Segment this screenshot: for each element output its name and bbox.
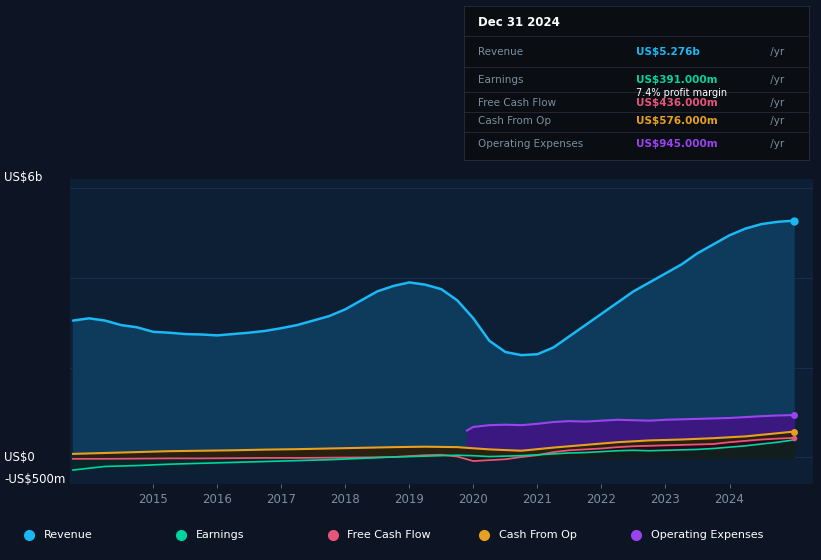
Text: Earnings: Earnings: [195, 530, 244, 540]
Text: US$391.000m: US$391.000m: [636, 74, 718, 85]
Text: Revenue: Revenue: [44, 530, 92, 540]
Text: US$0: US$0: [4, 451, 34, 464]
Text: /yr: /yr: [768, 97, 785, 108]
Text: US$945.000m: US$945.000m: [636, 139, 718, 149]
Text: US$576.000m: US$576.000m: [636, 116, 718, 126]
Text: /yr: /yr: [768, 116, 785, 126]
Text: Free Cash Flow: Free Cash Flow: [478, 97, 556, 108]
Text: Operating Expenses: Operating Expenses: [478, 139, 583, 149]
Text: /yr: /yr: [768, 47, 785, 57]
Text: US$6b: US$6b: [4, 171, 43, 184]
Text: -US$500m: -US$500m: [4, 473, 66, 487]
Text: Revenue: Revenue: [478, 47, 523, 57]
Text: US$436.000m: US$436.000m: [636, 97, 718, 108]
Text: /yr: /yr: [768, 139, 785, 149]
Text: Cash From Op: Cash From Op: [478, 116, 551, 126]
Text: Free Cash Flow: Free Cash Flow: [347, 530, 431, 540]
Text: Cash From Op: Cash From Op: [499, 530, 577, 540]
Text: Earnings: Earnings: [478, 74, 523, 85]
Text: 7.4% profit margin: 7.4% profit margin: [636, 88, 727, 99]
Text: Dec 31 2024: Dec 31 2024: [478, 16, 560, 29]
Text: Operating Expenses: Operating Expenses: [651, 530, 764, 540]
Text: US$5.276b: US$5.276b: [636, 47, 700, 57]
Text: /yr: /yr: [768, 74, 785, 85]
